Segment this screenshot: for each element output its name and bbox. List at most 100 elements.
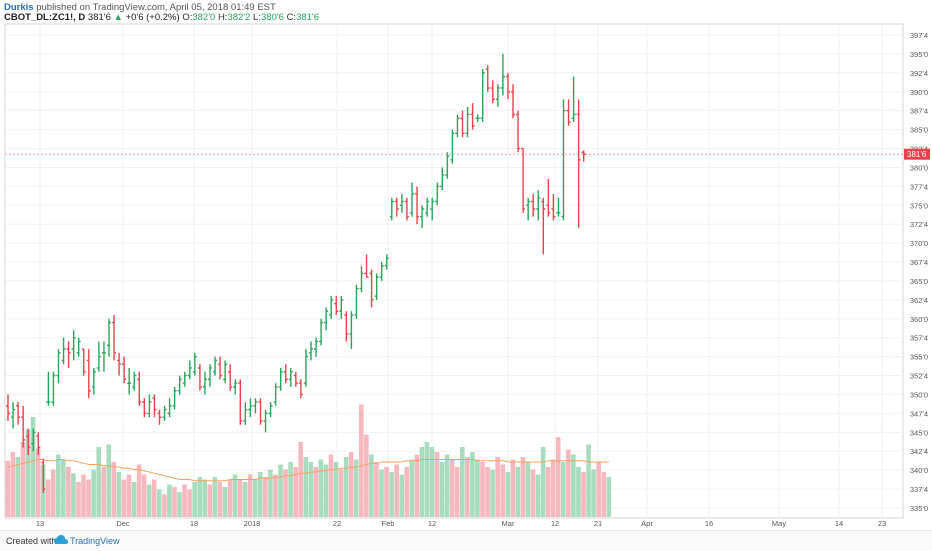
volume-bar	[359, 404, 364, 517]
time-axis: 13 Dec 18 2018 22 Feb 12 Mar 12 21 Apr 16 May 14 23	[36, 519, 886, 528]
volume-bar	[278, 464, 283, 517]
ohlc-bar	[389, 197, 394, 221]
publish-line: Durkis published on TradingView.com, Apr…	[4, 2, 276, 13]
volume-bar	[550, 459, 556, 517]
volume-bar	[227, 479, 233, 517]
volume-bar	[81, 474, 86, 517]
volume-bar	[187, 489, 192, 517]
volume-bar	[136, 464, 142, 517]
ohlc-bar	[384, 254, 389, 270]
last-price: 381'6	[87, 12, 111, 23]
volume-bar	[293, 467, 298, 517]
volume-bar	[86, 479, 91, 517]
volume-bar	[25, 429, 31, 517]
open-label: O:	[182, 12, 193, 23]
volume-bar	[353, 459, 359, 517]
volume-bar	[303, 457, 309, 517]
ohlc-bar	[233, 379, 238, 395]
ohlc-bar	[162, 405, 167, 421]
ohlc-bar	[253, 398, 258, 414]
ohlc-bar	[455, 114, 460, 138]
ohlc-bar	[561, 99, 566, 221]
ohlc-bar	[96, 341, 101, 372]
tradingview-link[interactable]: TradingView	[70, 536, 120, 546]
price-chart[interactable]: 335'0 337'4 340'0 342'4 345'0 347'4 350'0 352'4…	[0, 0, 932, 530]
volume-bar	[328, 454, 334, 517]
volume-bar	[475, 459, 480, 517]
ohlc-bar	[505, 72, 510, 100]
symbol-name[interactable]: CBOT_DL:ZC1!, D	[4, 12, 86, 23]
volume-bar	[111, 462, 117, 517]
ohlc-bar	[81, 348, 86, 376]
symbol-line: CBOT_DL:ZC1!, D 381'6 ▲ +0'6 (+0.2%) O:3…	[4, 12, 319, 23]
volume-bar	[237, 479, 243, 517]
volume-bar	[61, 459, 66, 517]
x-tick-label: Mar	[502, 519, 515, 528]
volume-bar	[222, 487, 228, 517]
volume-bar	[465, 457, 470, 517]
volume-bar	[596, 462, 601, 517]
ohlc-bar	[511, 84, 515, 119]
ohlc-bar	[460, 110, 465, 138]
x-tick-label: 23	[878, 519, 886, 528]
ohlc-bar	[369, 269, 374, 308]
ohlc-bar	[147, 394, 152, 418]
y-tick-label: 367'4	[910, 258, 928, 267]
ohlc-bar	[132, 371, 137, 391]
volume-bar	[561, 462, 566, 517]
ohlc-bar	[223, 360, 228, 384]
ohlc-bar	[435, 182, 440, 206]
ohlc-bar	[46, 371, 51, 406]
volume-bar	[96, 447, 101, 517]
volume-bar	[20, 442, 26, 517]
ohlc-bar	[364, 254, 369, 278]
ohlc-bar	[354, 284, 359, 319]
volume-bar	[273, 474, 278, 517]
ohlc-bar	[41, 458, 46, 493]
y-tick-label: 342'4	[910, 447, 928, 456]
ohlc-bar	[26, 428, 31, 456]
ohlc-bar	[379, 262, 384, 281]
volume-bar	[444, 454, 450, 517]
volume-bar	[212, 477, 218, 517]
volume-bar	[5, 460, 11, 517]
volume-bar	[394, 464, 399, 517]
volume-bar	[172, 487, 177, 517]
volume-bar	[121, 479, 127, 517]
ohlc-bar	[137, 371, 142, 406]
x-tick-label: Feb	[382, 519, 395, 528]
ohlc-bar	[541, 197, 546, 255]
volume-bar	[131, 482, 137, 517]
volume-bar	[56, 454, 61, 517]
last-price-badge	[904, 148, 930, 160]
ohlc-bar	[187, 360, 192, 380]
ohlc-bar	[516, 110, 521, 153]
ohlc-bar	[177, 375, 182, 395]
volume-bar	[520, 457, 526, 517]
ohlc-bar	[182, 371, 187, 387]
low-label: L:	[253, 12, 261, 23]
volume-bar	[439, 462, 445, 517]
x-tick-label: Apr	[641, 519, 653, 528]
y-tick-label: 385'0	[910, 126, 928, 135]
ohlc-bar	[258, 398, 263, 425]
ohlc-bar	[475, 114, 480, 123]
volume-bar	[449, 459, 455, 517]
volume-bar	[141, 474, 147, 517]
ohlc-bar	[314, 337, 319, 357]
author-link[interactable]: Durkis	[4, 2, 34, 13]
x-tick-label: 14	[835, 519, 843, 528]
ohlc-bar	[61, 337, 66, 365]
ohlc-bar	[359, 265, 364, 293]
ohlc-bar	[228, 364, 233, 391]
ohlc-bar	[339, 296, 344, 319]
price-bars	[6, 53, 586, 493]
x-tick-label: 18	[190, 519, 198, 528]
ohlc-bar	[56, 349, 61, 384]
volume-bar	[217, 482, 223, 517]
x-tick-label: May	[772, 519, 786, 528]
volume-bar	[288, 462, 293, 517]
ohlc-bar	[213, 356, 218, 376]
ohlc-bar	[208, 364, 212, 387]
volume-bar	[485, 467, 490, 517]
